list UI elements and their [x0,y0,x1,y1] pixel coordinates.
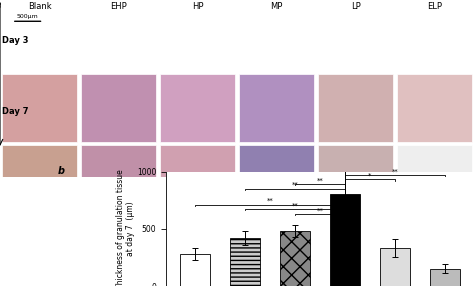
Text: *: * [368,173,372,179]
Text: Blank: Blank [27,2,51,11]
FancyBboxPatch shape [82,74,155,142]
Text: a: a [0,0,2,10]
Bar [330,194,360,286]
Text: HP: HP [192,2,203,11]
FancyBboxPatch shape [82,145,155,213]
Bar [280,231,310,286]
FancyBboxPatch shape [397,74,472,142]
FancyBboxPatch shape [160,145,235,213]
FancyBboxPatch shape [239,74,314,142]
Text: **: ** [317,207,323,213]
Text: MP: MP [270,2,283,11]
Text: **: ** [292,182,298,188]
Text: Day 3: Day 3 [2,36,29,45]
FancyBboxPatch shape [319,145,392,213]
Bar [380,248,410,286]
FancyBboxPatch shape [2,145,77,213]
Text: **: ** [317,178,323,184]
Text: **: ** [266,198,273,204]
Text: 500μm: 500μm [17,14,38,19]
Bar [180,254,210,286]
FancyBboxPatch shape [2,74,77,142]
Text: ELP: ELP [427,2,442,11]
FancyBboxPatch shape [239,145,314,213]
FancyBboxPatch shape [160,74,235,142]
Text: EHP: EHP [110,2,127,11]
Text: **: ** [392,168,398,174]
FancyBboxPatch shape [397,145,472,213]
Text: **: ** [292,203,298,209]
Text: Day 7: Day 7 [2,107,29,116]
Bar [230,238,260,286]
Bar [430,269,460,286]
FancyBboxPatch shape [319,74,392,142]
Text: b: b [58,166,65,176]
Y-axis label: Thickness of granulation tissue
at day 7  (μm): Thickness of granulation tissue at day 7… [116,169,136,286]
Text: LP: LP [351,2,360,11]
